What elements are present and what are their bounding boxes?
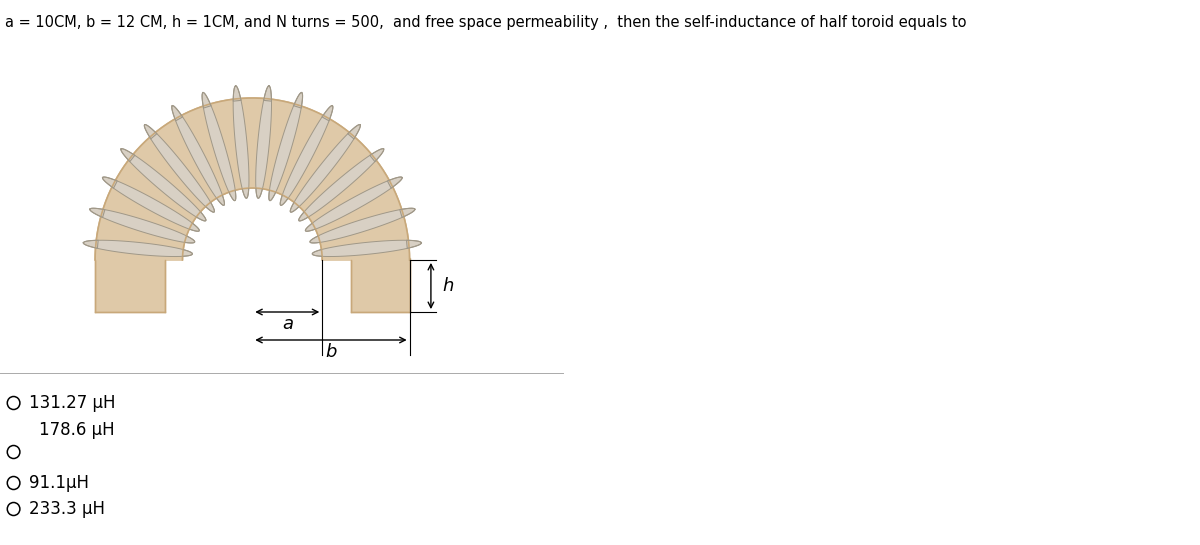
Text: b: b bbox=[325, 343, 337, 361]
Polygon shape bbox=[269, 93, 302, 201]
Polygon shape bbox=[305, 177, 402, 231]
Text: a: a bbox=[282, 315, 293, 333]
Polygon shape bbox=[310, 208, 415, 243]
Polygon shape bbox=[172, 106, 224, 205]
Text: 233.3 μH: 233.3 μH bbox=[29, 500, 106, 518]
Polygon shape bbox=[95, 98, 409, 260]
Polygon shape bbox=[121, 149, 206, 221]
Bar bbox=[95, 258, 164, 312]
Text: 91.1μH: 91.1μH bbox=[29, 474, 89, 492]
Text: 131.27 μH: 131.27 μH bbox=[29, 394, 115, 412]
Text: 178.6 μH: 178.6 μH bbox=[38, 421, 114, 439]
Polygon shape bbox=[95, 98, 409, 260]
Polygon shape bbox=[312, 240, 421, 257]
Text: h: h bbox=[443, 277, 454, 295]
Polygon shape bbox=[290, 125, 360, 212]
Polygon shape bbox=[144, 125, 215, 212]
Polygon shape bbox=[102, 177, 199, 231]
Polygon shape bbox=[299, 149, 384, 221]
Text: a = 10CM, b = 12 CM, h = 1CM, and N turns = 500,  and free space permeability , : a = 10CM, b = 12 CM, h = 1CM, and N turn… bbox=[5, 15, 966, 30]
Polygon shape bbox=[256, 86, 271, 198]
Polygon shape bbox=[83, 240, 192, 257]
Polygon shape bbox=[90, 208, 194, 243]
Polygon shape bbox=[202, 93, 236, 201]
Polygon shape bbox=[281, 106, 332, 205]
Bar bbox=[352, 258, 409, 312]
Polygon shape bbox=[233, 86, 248, 198]
